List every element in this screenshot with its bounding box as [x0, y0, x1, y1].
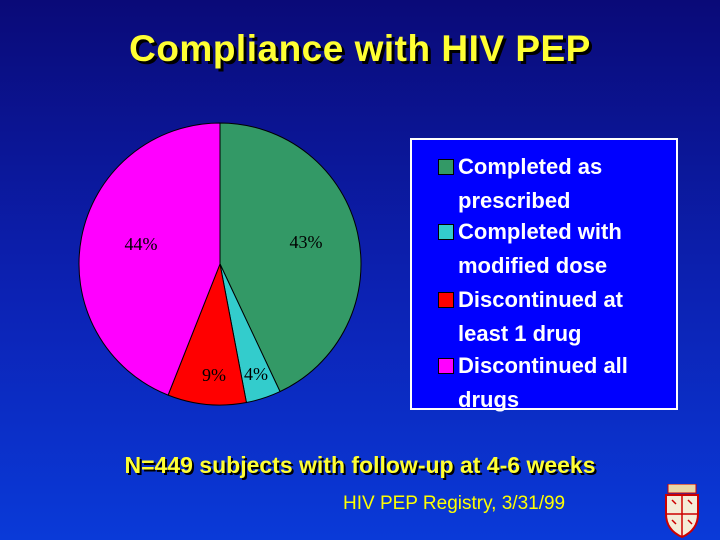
pie-slice-3: [78, 122, 221, 396]
legend-label-line: prescribed: [458, 188, 571, 213]
pie-slice-2: [167, 262, 248, 406]
legend-swatch-completed-as-prescribed: [438, 159, 454, 175]
pie-data-label-0: 43%: [290, 232, 323, 252]
source-citation: HIV PEP Registry, 3/31/99: [343, 493, 566, 514]
legend-label-line: Completed with: [458, 219, 622, 244]
pie-data-label-3: 44%: [125, 234, 158, 254]
legend-label-line: drugs: [458, 387, 520, 412]
legend-swatch-discontinued-all-drugs: [438, 358, 454, 374]
slide-title: Compliance with HIV PEP: [129, 28, 591, 69]
legend-label-line: least 1 drug: [458, 321, 582, 346]
sample-size-note: N=449 subjects with follow-up at 4-6 wee…: [124, 452, 596, 478]
legend-label-completed-as-prescribed: Completed as prescribed: [458, 150, 678, 218]
university-crest-logo: [665, 484, 699, 538]
legend-swatch-discontinued-one-drug: [438, 292, 454, 308]
legend-label-completed-modified-dose: Completed with modified dose: [458, 215, 678, 283]
pie-data-label-1: 4%: [244, 364, 268, 384]
pie-data-label-2: 9%: [202, 365, 226, 385]
legend-label-discontinued-one-drug: Discontinued at least 1 drug: [458, 283, 678, 351]
legend-label-line: modified dose: [458, 253, 608, 278]
legend-swatch-completed-modified-dose: [438, 224, 454, 240]
pie-slice-0: [219, 122, 362, 393]
chart-legend: Completed as prescribed Completed with m…: [410, 138, 678, 412]
legend-label-line: Discontinued all: [458, 353, 628, 378]
legend-label-line: Completed as: [458, 154, 603, 179]
legend-label-line: Discontinued at: [458, 287, 624, 312]
legend-label-discontinued-all-drugs: Discontinued all drugs: [458, 349, 678, 417]
